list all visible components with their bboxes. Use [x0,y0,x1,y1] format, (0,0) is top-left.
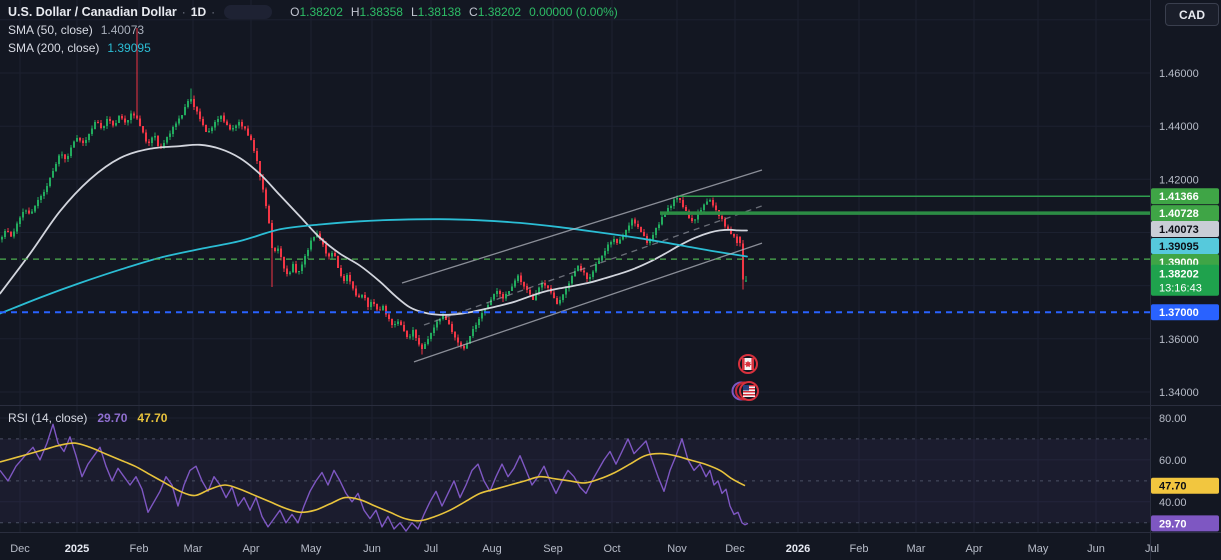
rsi-line [0,423,749,532]
svg-text:47.70: 47.70 [1159,481,1187,493]
svg-text:29.70: 29.70 [1159,518,1187,530]
separator-dot: · [181,5,186,19]
price-scale[interactable] [1150,28,1221,532]
time-axis-label: Dec [725,543,745,555]
sma50-value: 1.40073 [100,23,145,37]
svg-text:1.34000: 1.34000 [1159,387,1199,399]
svg-text:1.37000: 1.37000 [1159,307,1199,319]
svg-text:1.41366: 1.41366 [1159,191,1199,203]
time-axis-label: Nov [667,543,687,555]
currency-toggle-button[interactable]: CAD [1165,3,1219,26]
open-label: O [290,5,300,19]
time-axis-label: Jul [1145,543,1159,555]
high-value: 1.38358 [359,5,403,19]
time-axis-label: Oct [603,543,620,555]
time-axis-label: Dec [10,543,30,555]
svg-text:1.39095: 1.39095 [1159,241,1199,253]
sma50-line [0,143,748,316]
time-axis-label: 2025 [65,543,89,555]
time-axis[interactable] [0,533,1221,560]
time-axis-label: Jul [424,543,438,555]
separator-dot: · [211,5,216,19]
time-axis-label: Sep [543,543,563,555]
rsi-value: 29.70 [97,411,128,425]
event-icon-canada[interactable] [738,354,758,374]
price-label-badge: 1.39095 [1151,238,1219,254]
time-axis-label: Jun [1087,543,1105,555]
svg-text:1.42000: 1.42000 [1159,174,1199,186]
price-label-badge: 1.38202 13:16:43 [1151,264,1219,296]
svg-text:1.46000: 1.46000 [1159,68,1199,80]
candles-layer [1,27,747,355]
svg-text:13:16:43: 13:16:43 [1159,282,1202,294]
low-label: L [410,5,418,19]
price-levels [0,195,1150,314]
time-axis-label: May [301,543,322,555]
time-axis-label: May [1028,543,1049,555]
time-axis-label: Jun [363,543,381,555]
svg-text:40.00: 40.00 [1159,497,1187,509]
timeframe-label[interactable]: 1D [190,5,207,19]
price-label-badge: 1.41366 [1151,188,1219,205]
time-axis-label: 2026 [786,543,810,555]
time-axis-label: Mar [907,543,926,555]
time-axis-label: Feb [130,543,149,555]
sma200-value: 1.39095 [107,41,151,55]
svg-text:1.36000: 1.36000 [1159,334,1199,346]
symbol-title[interactable]: U.S. Dollar / Canadian Dollar [8,5,177,19]
close-value: 1.38202 [477,5,522,19]
rsi-ma-value: 47.70 [137,411,168,425]
time-axis-label: Aug [482,543,502,555]
svg-text:1.38202: 1.38202 [1159,268,1199,280]
sma50-label: SMA (50, close) [8,23,93,37]
sma200-line [0,218,748,315]
redacted-broker-logo [224,5,273,19]
trend-channel [401,169,763,363]
time-axis-label: Mar [184,543,203,555]
high-label: H [350,5,360,19]
change-value: 0.00000 (0.00%) [529,5,618,19]
svg-text:80.00: 80.00 [1159,413,1187,425]
rsi-label: RSI (14, close) [8,411,88,425]
rsi-legend-row[interactable]: RSI (14, close) 29.70 47.70 [8,409,167,427]
sma50-legend-row[interactable]: SMA (50, close) 1.40073 [8,21,618,39]
event-icon-us[interactable] [731,381,759,401]
time-axis-label: Apr [965,543,982,555]
rsi-ma-line [0,442,746,522]
price-label-badge: 1.37000 [1151,304,1219,321]
sma200-label: SMA (200, close) [8,41,100,55]
svg-text:1.40073: 1.40073 [1159,224,1199,236]
price-label-badge: 29.70 [1151,515,1219,532]
low-value: 1.38138 [417,5,462,19]
time-axis-label: Feb [850,543,869,555]
price-label-badge: 47.70 [1151,477,1219,494]
svg-text:1.44000: 1.44000 [1159,121,1199,133]
sma200-legend-row[interactable]: SMA (200, close) 1.39095 [8,39,618,57]
symbol-legend: U.S. Dollar / Canadian Dollar · 1D · O 1… [8,3,618,57]
close-label: C [469,5,478,19]
svg-text:1.40728: 1.40728 [1159,208,1199,220]
open-value: 1.38202 [299,5,343,19]
time-axis-label: Apr [242,543,259,555]
symbol-title-row: U.S. Dollar / Canadian Dollar · 1D · O 1… [8,3,618,21]
svg-text:60.00: 60.00 [1159,455,1187,467]
price-label-badge: 1.40073 [1151,221,1219,237]
price-label-badge: 1.40728 [1151,205,1219,222]
